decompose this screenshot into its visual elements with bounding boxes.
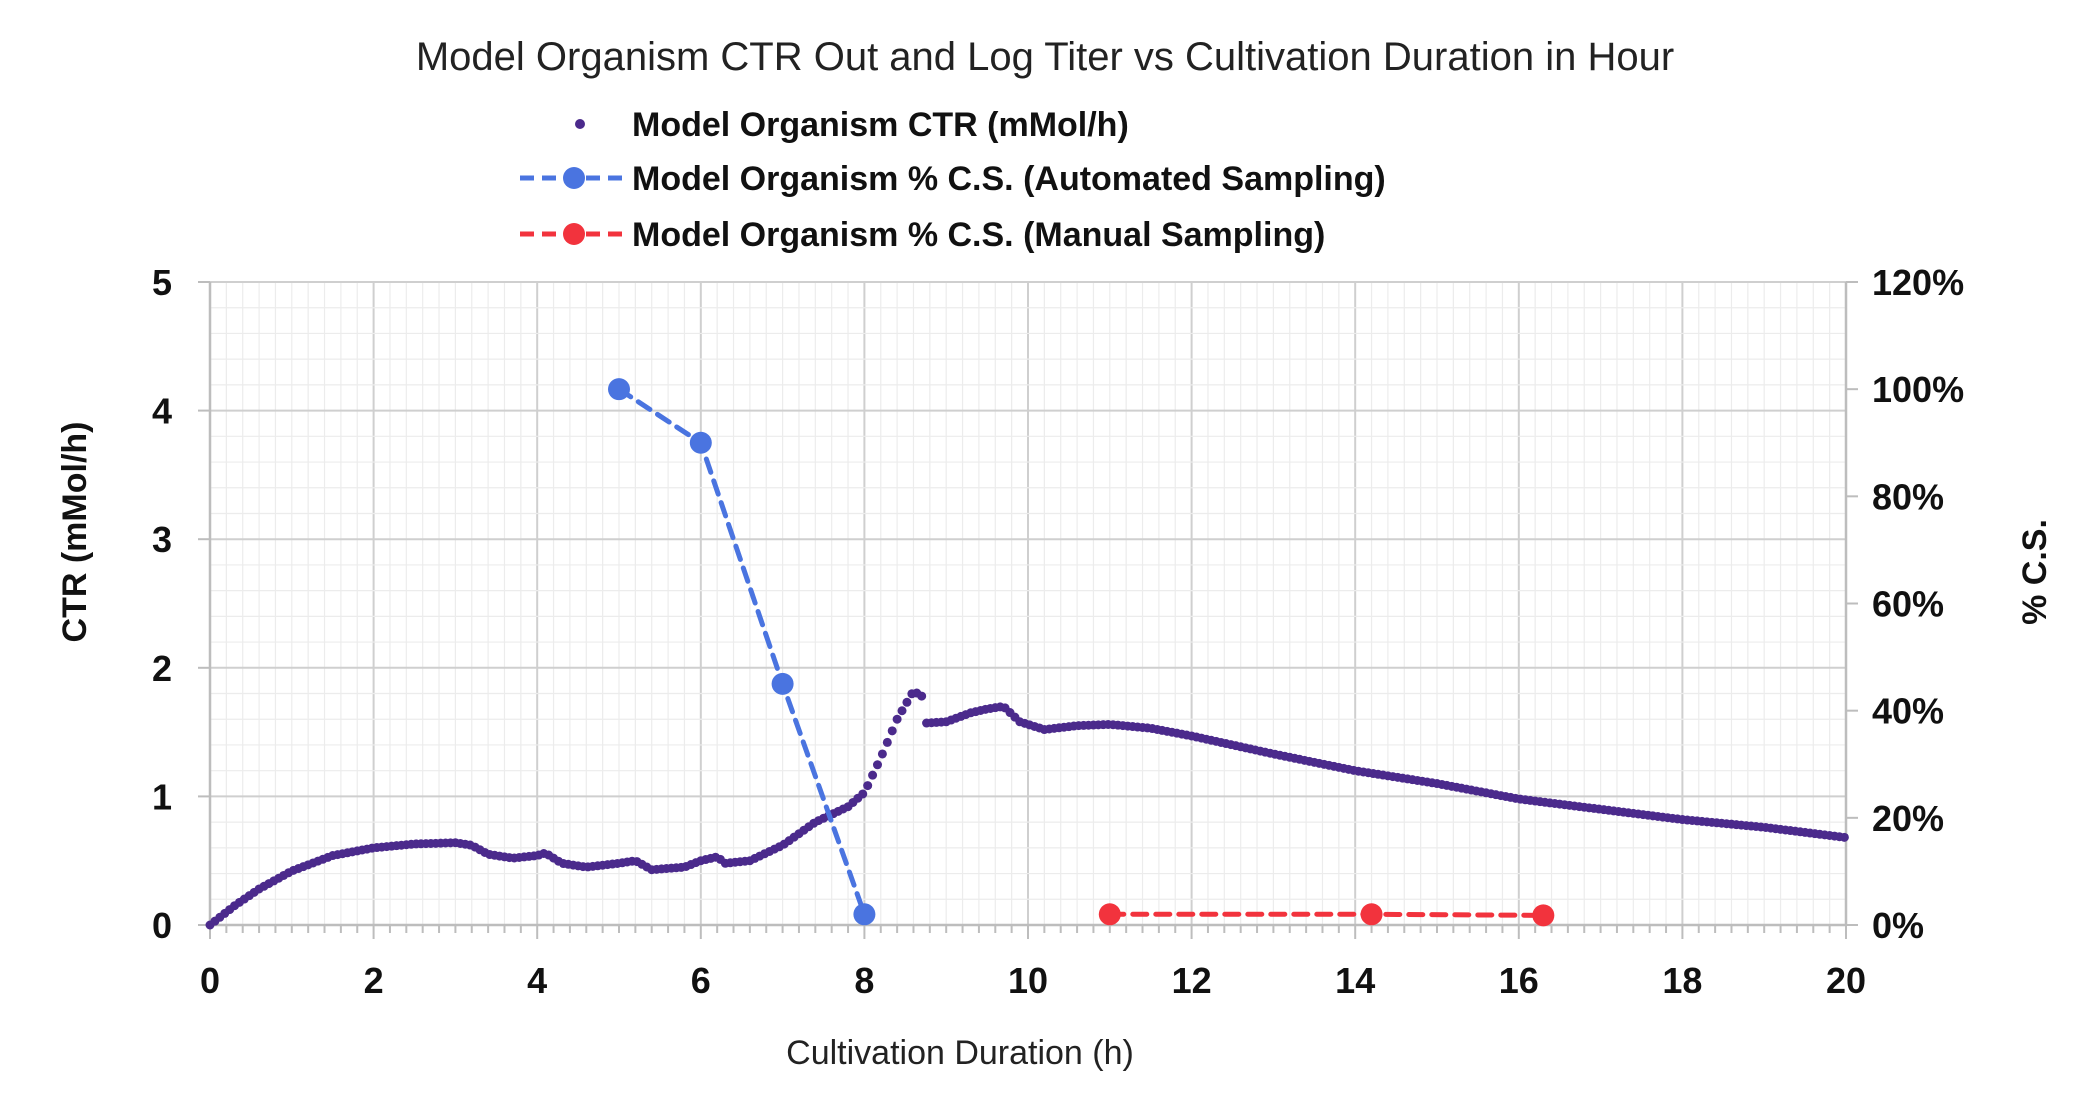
ctr-data-point	[887, 726, 897, 736]
ctr-data-point	[882, 737, 892, 747]
y-right-tick-label: 60%	[1872, 584, 1944, 625]
legend: Model Organism CTR (mMol/h) Model Organi…	[520, 106, 1386, 254]
x-tick-label: 12	[1172, 960, 1212, 1001]
y-left-axis-title: CTR (mMol/h)	[56, 422, 94, 643]
y-right-tick-label: 40%	[1872, 691, 1944, 732]
x-tick-label: 2	[364, 960, 384, 1001]
x-tick-label: 0	[200, 960, 220, 1001]
x-axis-title: Cultivation Duration (h)	[786, 1034, 1134, 1072]
cs-data-point	[1532, 904, 1555, 927]
tick-labels: 0 2 4 6 8 10 12 14 16 18 200123450%20%40%60%80%100…	[152, 262, 1964, 1001]
x-tick-label: 14	[1335, 960, 1375, 1001]
x-tick-label: 8	[854, 960, 874, 1001]
x-tick-label: 18	[1662, 960, 1702, 1001]
cs-data-point	[689, 431, 712, 454]
series	[205, 378, 1849, 930]
ctr-data-point	[877, 749, 887, 759]
y-right-axis-title: % C.S.	[2016, 519, 2054, 625]
y-left-tick-label: 4	[152, 391, 172, 432]
y-left-tick-label: 1	[152, 776, 172, 817]
x-tick-label: 4	[527, 960, 547, 1001]
x-tick-label: 10	[1008, 960, 1048, 1001]
y-left-tick-label: 3	[152, 519, 172, 560]
y-right-tick-label: 20%	[1872, 798, 1944, 839]
cs-data-point	[771, 672, 794, 695]
y-right-tick-label: 100%	[1872, 369, 1964, 410]
legend-ctr-label: Model Organism CTR (mMol/h)	[632, 106, 1129, 144]
cs-data-point	[1098, 903, 1121, 926]
series-1	[608, 378, 876, 926]
ctr-data-point	[863, 781, 873, 791]
ctr-data-point	[868, 770, 878, 780]
grid	[209, 281, 1847, 926]
legend-manual-label: Model Organism % C.S. (Manual Sampling)	[632, 216, 1325, 254]
cs-series-line	[616, 386, 867, 917]
y-right-tick-label: 120%	[1872, 262, 1964, 303]
legend-automated-label: Model Organism % C.S. (Automated Samplin…	[632, 160, 1386, 198]
series-0	[205, 688, 1849, 930]
y-right-tick-label: 80%	[1872, 476, 1944, 517]
y-right-tick-label: 0%	[1872, 905, 1924, 946]
legend-ctr-marker	[575, 119, 585, 129]
ctr-data-point	[917, 691, 927, 701]
cs-data-point	[853, 903, 876, 926]
ctr-data-point	[892, 714, 902, 724]
x-tick-label: 20	[1826, 960, 1866, 1001]
cs-data-point	[1360, 903, 1383, 926]
legend-automated-marker	[563, 167, 585, 189]
x-tick-label: 16	[1499, 960, 1539, 1001]
cs-data-point	[608, 378, 630, 401]
y-left-tick-label: 2	[152, 648, 172, 689]
series-2	[1098, 903, 1555, 927]
y-left-tick-label: 5	[152, 262, 172, 303]
ctr-data-point	[1839, 832, 1849, 842]
y-left-tick-label: 0	[152, 905, 172, 946]
x-tick-label: 6	[691, 960, 711, 1001]
legend-manual-marker	[563, 223, 585, 245]
ctr-data-point	[897, 706, 907, 716]
chart-title: Model Organism CTR Out and Log Titer vs …	[416, 35, 1674, 79]
ctr-data-point	[858, 789, 868, 799]
ctr-data-point	[902, 697, 912, 707]
ctr-data-point	[872, 760, 882, 770]
